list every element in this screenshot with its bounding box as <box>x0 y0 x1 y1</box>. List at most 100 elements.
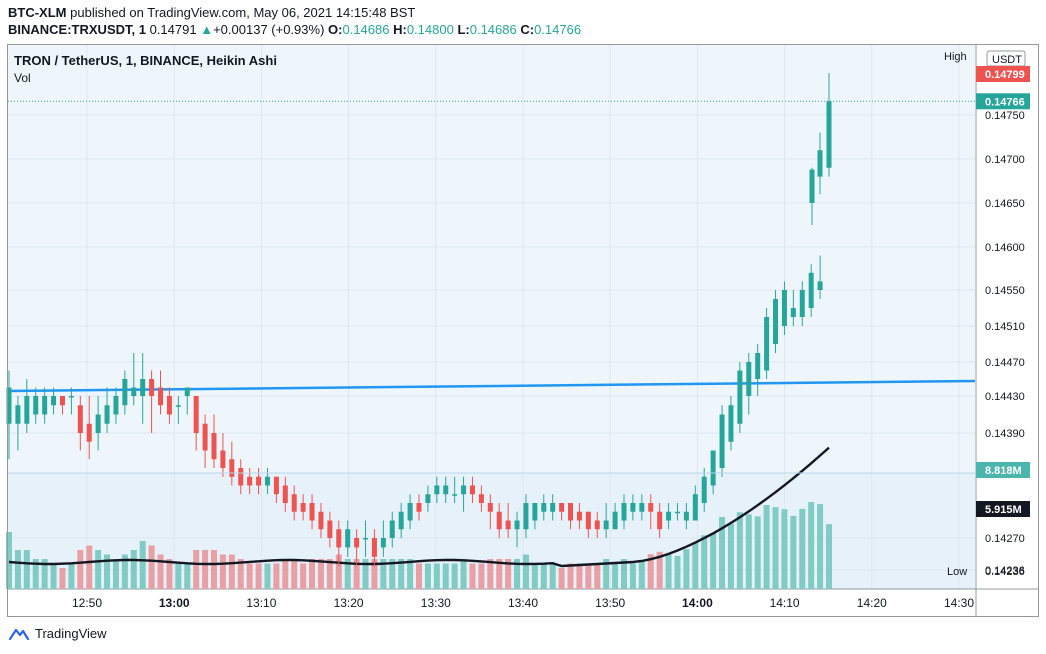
volume-bar <box>763 505 770 589</box>
candle-body <box>389 520 395 538</box>
candle-body <box>648 503 654 512</box>
last-price-value: 0.14766 <box>985 96 1025 108</box>
candle-body <box>559 503 565 512</box>
volume-bar <box>496 559 503 589</box>
y-tick-label: 0.14470 <box>985 357 1025 369</box>
y-tick-label: 0.14750 <box>985 110 1025 122</box>
volume-bar <box>246 563 253 589</box>
candle-body <box>291 494 297 512</box>
x-tick-label: 12:50 <box>72 596 102 610</box>
candle-body <box>309 503 315 521</box>
candle-body <box>443 485 449 495</box>
volume-bar <box>514 559 521 589</box>
chart-frame <box>7 44 1039 617</box>
volume-bar <box>139 541 146 589</box>
x-tick-label: 13:20 <box>334 596 364 610</box>
candle-body <box>336 529 342 548</box>
high-price-tag <box>976 66 1030 82</box>
volume-bar <box>41 559 48 589</box>
candle-body <box>603 520 609 530</box>
volume-bar <box>531 563 538 589</box>
candle-body <box>6 387 12 424</box>
volume-bar <box>460 559 467 589</box>
volume-bar <box>59 568 66 589</box>
volume-bar <box>585 563 592 589</box>
close-value: 0.14766 <box>534 22 582 37</box>
last-price-tag <box>976 93 1030 110</box>
candle-body <box>532 503 538 521</box>
x-tick-label: 13:50 <box>595 596 625 610</box>
open-value: 0.14686 <box>342 22 390 37</box>
low-label: Low <box>947 566 967 578</box>
volume-bar <box>389 559 396 589</box>
candle-body <box>808 272 814 308</box>
candle-body <box>345 529 351 548</box>
candle-body <box>478 494 484 503</box>
y-tick-label: 0.14510 <box>985 321 1025 333</box>
volume-bar <box>781 509 788 589</box>
volume-bar <box>674 556 681 589</box>
candle-body <box>630 503 636 512</box>
footer[interactable]: TradingView <box>8 626 107 641</box>
volume-bar <box>121 554 128 589</box>
volume-bar <box>665 553 672 589</box>
volume-bar <box>112 559 119 589</box>
volume-bar <box>549 563 556 589</box>
last-price: 0.14791 <box>149 22 197 37</box>
candle-body <box>363 538 369 540</box>
volume-bar <box>621 559 627 589</box>
volume-bar <box>282 559 289 589</box>
candle-body <box>550 503 556 512</box>
candle-body <box>122 379 128 406</box>
volume-bar <box>32 559 39 589</box>
candle-body <box>327 520 333 538</box>
candle-body <box>407 503 413 521</box>
candle-body <box>594 520 600 530</box>
volume-bar <box>433 563 440 589</box>
volume-bar <box>719 517 726 589</box>
x-tick-label: 14:00 <box>682 596 713 610</box>
volume-ma-tag <box>976 501 1030 517</box>
candle-body <box>149 379 155 396</box>
candle-body <box>264 476 270 486</box>
volume-bar <box>50 563 57 589</box>
volume-value: 8.818M <box>985 465 1022 477</box>
tradingview-logo-icon <box>8 628 30 640</box>
volume-bar <box>202 550 209 589</box>
volume-bar <box>407 559 414 589</box>
candle-body <box>15 405 21 424</box>
candle-body <box>416 503 422 512</box>
x-tick-label: 14:20 <box>857 596 887 610</box>
volume-bar <box>594 563 601 589</box>
y-tick-label: 0.14600 <box>985 242 1025 254</box>
candle-body <box>692 494 698 521</box>
volume-bar <box>255 563 262 589</box>
volume-bar <box>790 515 797 589</box>
volume-bar <box>23 550 30 589</box>
high-label: High <box>944 51 967 63</box>
volume-bar <box>166 559 173 589</box>
volume-bar <box>309 559 316 589</box>
volume-bar <box>710 532 717 589</box>
high-price-value: 0.14799 <box>985 69 1025 81</box>
candle-body <box>790 308 796 317</box>
candle-body <box>799 290 805 317</box>
x-tick-label: 13:40 <box>508 596 538 610</box>
close-label: C: <box>520 22 535 37</box>
candle-body <box>505 520 511 530</box>
publish-info: BTC-XLM published on TradingView.com, Ma… <box>8 5 415 20</box>
low-label: L: <box>457 22 470 37</box>
candle-body <box>282 485 288 503</box>
volume-bar <box>736 512 743 589</box>
volume-ma-line <box>8 446 830 568</box>
candle-body <box>514 520 520 530</box>
candle-body <box>229 459 235 477</box>
candle-body <box>184 387 190 396</box>
candle-body <box>674 511 680 514</box>
candle-body <box>541 503 547 512</box>
y-tick-label: 0.14650 <box>985 198 1025 210</box>
volume-bar <box>826 524 832 589</box>
volume-bar <box>727 523 734 589</box>
candle-body <box>247 476 253 486</box>
